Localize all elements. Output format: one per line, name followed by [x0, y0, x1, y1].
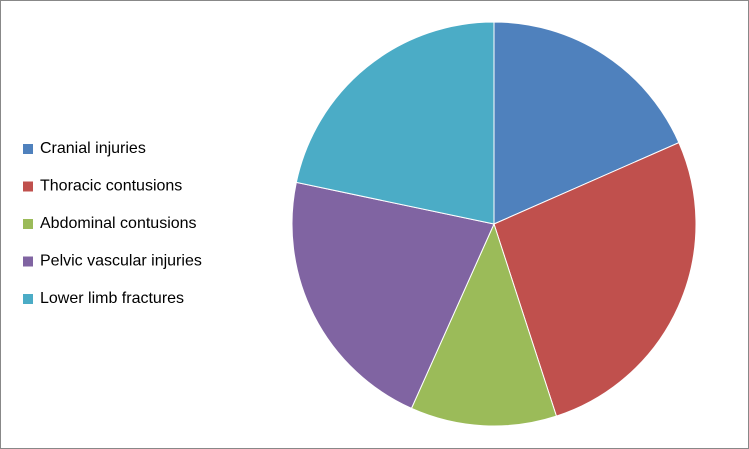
legend-swatch — [23, 256, 33, 267]
legend-swatch — [23, 294, 33, 304]
pie-slice — [295, 21, 495, 225]
pie-slice — [410, 222, 558, 427]
pie-slice — [493, 21, 680, 225]
legend-label: Pelvic vascular injuries — [40, 253, 202, 270]
legend-swatch — [23, 219, 33, 229]
pie-slice — [493, 141, 697, 417]
legend-label: Thoracic contusions — [40, 178, 182, 195]
pie-slice — [291, 181, 495, 410]
legend-label: Cranial injuries — [40, 140, 146, 157]
legend-swatch — [23, 181, 33, 192]
legend-label: Lower limb fractures — [40, 290, 184, 307]
legend-swatch — [23, 144, 33, 154]
legend-label: Abdominal contusions — [40, 215, 197, 232]
